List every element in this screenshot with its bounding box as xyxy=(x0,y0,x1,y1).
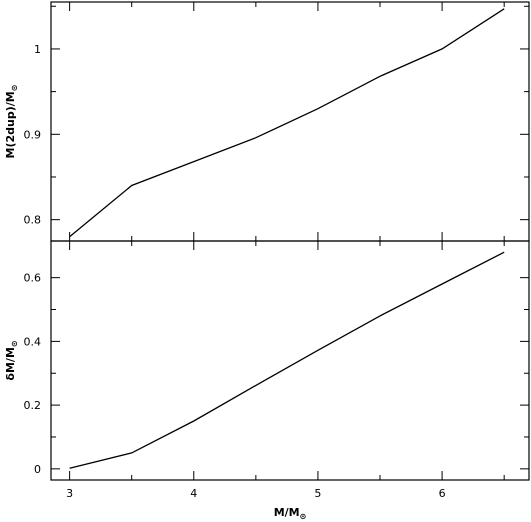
bottom-series-line-0 xyxy=(69,251,505,469)
top-y-tick-label: 0.8 xyxy=(24,214,42,227)
bottom-panel-frame xyxy=(50,240,530,481)
bottom-y-tick-label: 0.4 xyxy=(24,335,42,348)
bottom-y-tick-label: 0 xyxy=(34,463,41,476)
bottom-x-tick-label: 3 xyxy=(66,487,73,500)
top-y-tick-label: 1 xyxy=(34,43,41,56)
bottom-x-tick-label: 6 xyxy=(439,487,446,500)
top-y-tick-label: 0.9 xyxy=(24,128,42,141)
bottom-y-axis-label: δM/M⊙ xyxy=(4,340,19,380)
top-y-axis-label: M(2dup)/M⊙ xyxy=(4,85,19,159)
top-series-line-0 xyxy=(69,8,505,238)
bottom-panel: 0 0.2 0.4 0.6 3 4 5 6 δM/M⊙ M/M⊙ xyxy=(4,240,530,521)
bottom-x-tick-label: 5 xyxy=(314,487,321,500)
top-panel: 0.8 0.9 1 M(2dup)/M⊙ xyxy=(4,1,530,242)
bottom-y-tick-label: 0.2 xyxy=(24,399,42,412)
bottom-x-tick-label: 4 xyxy=(190,487,197,500)
bottom-x-axis-label: M/M⊙ xyxy=(274,506,307,521)
bottom-y-tick-label: 0.6 xyxy=(24,272,42,285)
